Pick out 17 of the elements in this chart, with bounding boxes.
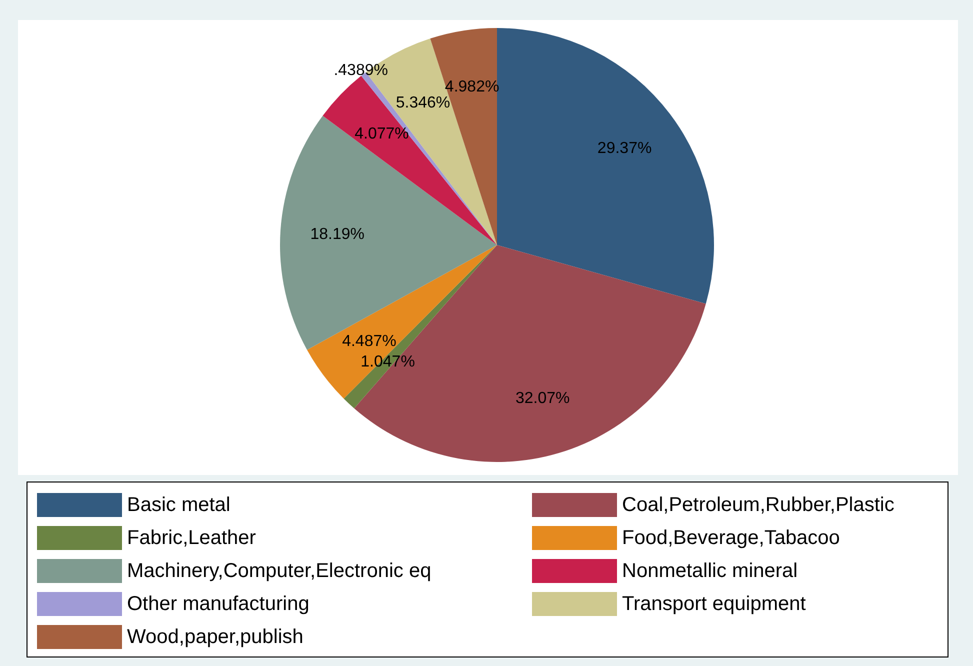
data-label: .4389% [334, 62, 388, 80]
legend-label: Food,Beverage,Tabacoo [622, 527, 840, 549]
data-label: 32.07% [515, 390, 570, 407]
legend-label: Nonmetallic mineral [622, 560, 798, 582]
legend-label: Wood,paper,publish [127, 626, 304, 648]
legend-label: Machinery,Computer,Electronic eq [127, 560, 432, 582]
data-label: 5.346% [396, 94, 450, 112]
data-label: 29.37% [597, 140, 652, 157]
data-label: 18.19% [310, 226, 364, 243]
data-label: 1.047% [360, 353, 415, 370]
legend-label: Transport equipment [622, 593, 806, 615]
legend-label: Fabric,Leather [127, 527, 256, 549]
legend-label: Coal,Petroleum,Rubber,Plastic [622, 494, 894, 516]
data-label: 4.487% [342, 332, 396, 350]
legend-label: Basic metal [127, 494, 230, 516]
legend-label: Other manufacturing [127, 593, 310, 615]
data-label: 4.077% [354, 126, 409, 143]
